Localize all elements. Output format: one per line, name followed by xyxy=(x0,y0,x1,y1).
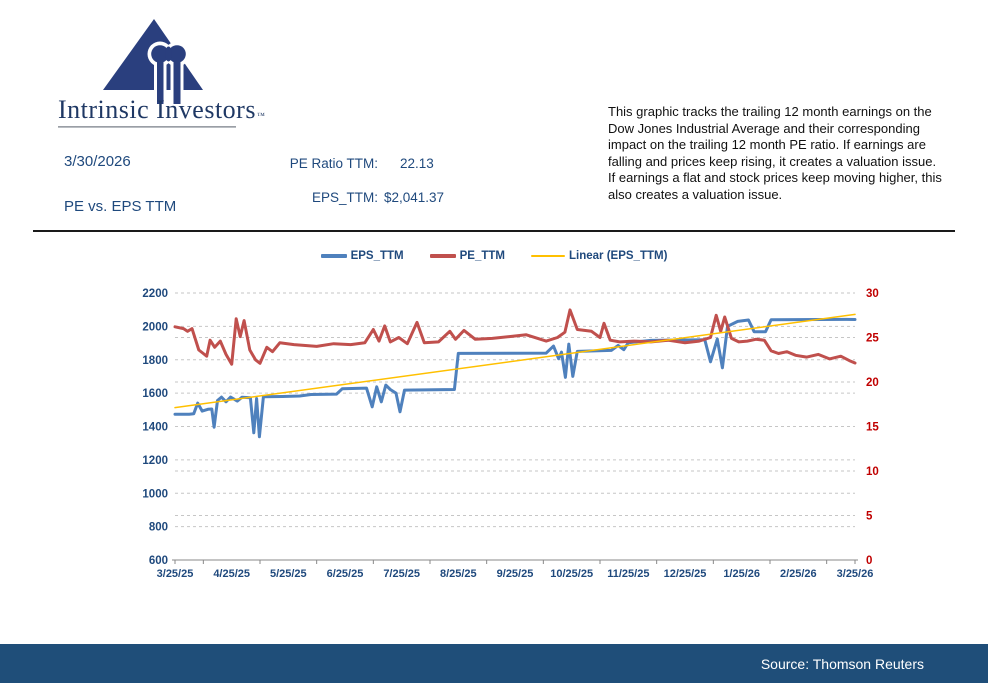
x-tick-label: 12/25/25 xyxy=(664,568,707,580)
eps-ttm-label: EPS_TTM: xyxy=(311,190,378,205)
y-right-tick-label: 25 xyxy=(866,333,879,345)
legend-swatch-Linear (EPS_TTM) xyxy=(531,255,565,257)
x-tick-label: 11/25/25 xyxy=(607,568,649,580)
legend-label: EPS_TTM xyxy=(350,250,404,262)
logo-wordmark: Intrinsic Investors™ xyxy=(58,95,265,128)
y-right-tick-label: 10 xyxy=(866,466,879,478)
y-left-tick-label: 1600 xyxy=(142,388,168,400)
x-tick-label: 5/25/25 xyxy=(270,568,307,580)
pe-eps-chart: 2200 2000 1800 1600 1400 1200 1000 800 600 30 25 20… xyxy=(0,240,988,600)
logo-underline xyxy=(58,126,236,128)
y-left-tick-label: 800 xyxy=(149,522,168,534)
trademark-symbol: ™ xyxy=(256,111,266,120)
footer-bar: Source: Thomson Reuters xyxy=(0,644,988,683)
logo-text: Intrinsic Investors xyxy=(58,95,256,124)
intrinsic-investors-logo xyxy=(98,18,208,110)
chart-svg: 2200 2000 1800 1600 1400 1200 1000 800 600 30 25 20… xyxy=(142,288,879,580)
x-tick-label: 2/25/26 xyxy=(780,568,817,580)
header-divider xyxy=(33,230,955,232)
y-right-tick-label: 30 xyxy=(866,288,879,300)
page-title: PE vs. EPS TTM xyxy=(64,198,177,215)
chart-legend: EPS_TTM PE_TTM Linear (EPS_TTM) xyxy=(0,250,988,262)
x-tick-label: 4/25/25 xyxy=(213,568,250,580)
legend-swatch-EPS_TTM xyxy=(320,254,347,258)
y-left-tick-label: 600 xyxy=(149,555,168,567)
x-tick-label: 9/25/25 xyxy=(497,568,534,580)
x-tick-label: 3/25/25 xyxy=(157,568,194,580)
series-PE_TTM xyxy=(173,308,857,366)
legend-item-EPS_TTM: EPS_TTM xyxy=(320,250,404,262)
legend-swatch-PE_TTM xyxy=(429,254,456,258)
y-left-tick-label: 2000 xyxy=(142,321,168,333)
x-tick-label: 1/25/26 xyxy=(723,568,760,580)
legend-item-PE_TTM: PE_TTM xyxy=(429,250,505,262)
eps-ttm-value: $2,041.37 xyxy=(384,190,445,205)
report-date: 3/30/2026 xyxy=(64,153,131,170)
y-left-tick-label: 1200 xyxy=(142,455,168,467)
y-right-tick-label: 20 xyxy=(866,377,879,389)
y-left-tick-label: 1400 xyxy=(142,422,168,434)
source-attribution: Source: Thomson Reuters xyxy=(760,655,924,672)
x-tick-label: 10/25/25 xyxy=(550,568,593,580)
y-right-tick-label: 0 xyxy=(866,555,872,567)
chart-description: This graphic tracks the trailing 12 mont… xyxy=(608,104,942,202)
x-tick-label: 8/25/25 xyxy=(440,568,477,580)
legend-label: PE_TTM xyxy=(459,250,505,262)
pe-ratio-value: 22.13 xyxy=(400,156,434,171)
series-Linear (EPS_TTM) xyxy=(174,313,856,409)
x-tick-label: 6/25/25 xyxy=(327,568,364,580)
x-tick-label: 3/25/26 xyxy=(837,568,874,580)
pe-ratio-label: PE Ratio TTM: xyxy=(289,156,378,171)
y-right-tick-label: 5 xyxy=(866,511,873,523)
y-left-tick-label: 2200 xyxy=(142,288,168,300)
y-left-tick-label: 1800 xyxy=(142,355,168,367)
y-right-tick-label: 15 xyxy=(866,422,879,434)
logo-graphic xyxy=(103,19,203,104)
legend-item-Linear (EPS_TTM): Linear (EPS_TTM) xyxy=(531,250,667,262)
legend-label: Linear (EPS_TTM) xyxy=(569,250,668,262)
x-tick-label: 7/25/25 xyxy=(383,568,420,580)
y-left-tick-label: 1000 xyxy=(142,488,168,500)
